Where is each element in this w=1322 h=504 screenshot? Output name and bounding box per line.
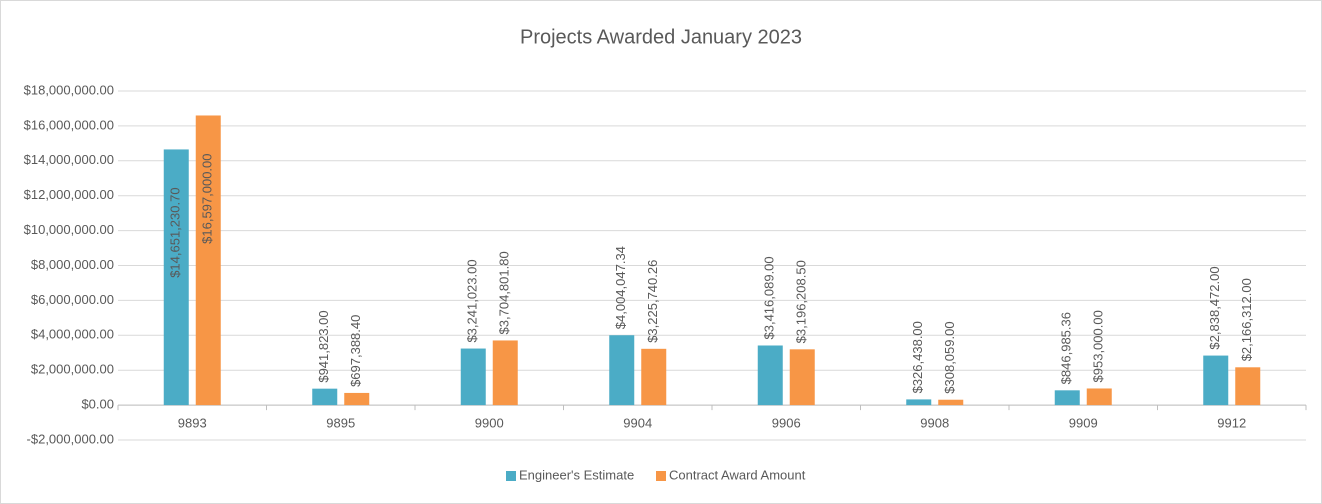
y-tick-label: $14,000,000.00 xyxy=(24,152,114,167)
data-label: $3,196,208.50 xyxy=(794,260,809,343)
bar xyxy=(1054,390,1080,406)
bar xyxy=(312,388,338,406)
x-tick-label: 9906 xyxy=(772,416,801,431)
x-tick-label: 9909 xyxy=(1069,416,1098,431)
y-tick-label: $16,000,000.00 xyxy=(24,117,114,132)
chart-title: Projects Awarded January 2023 xyxy=(520,26,802,48)
data-label: $2,166,312.00 xyxy=(1239,278,1254,361)
data-label: $697,388.40 xyxy=(348,315,363,387)
x-tick-label: 9900 xyxy=(475,416,504,431)
data-label: $3,241,023.00 xyxy=(465,259,480,342)
data-label: $16,597,000.00 xyxy=(200,153,215,243)
legend-swatch xyxy=(506,471,516,481)
data-label: $953,000.00 xyxy=(1091,310,1106,382)
data-label: $3,704,801.80 xyxy=(497,251,512,334)
data-label: $308,059.00 xyxy=(942,321,957,393)
data-label: $941,823.00 xyxy=(316,310,331,382)
bar xyxy=(1235,367,1261,406)
data-label: $326,438.00 xyxy=(910,321,925,393)
y-tick-label: $0.00 xyxy=(81,397,114,412)
legend-label: Contract Award Amount xyxy=(669,467,806,482)
bar xyxy=(757,345,783,406)
bar xyxy=(163,149,189,406)
x-tick-label: 9895 xyxy=(326,416,355,431)
y-tick-label: $12,000,000.00 xyxy=(24,187,114,202)
x-tick-label: 9912 xyxy=(1217,416,1246,431)
bar xyxy=(906,399,932,406)
legend-label: Engineer's Estimate xyxy=(519,467,634,482)
x-tick-label: 9893 xyxy=(178,416,207,431)
bar xyxy=(938,399,964,406)
x-tick-label: 9908 xyxy=(920,416,949,431)
data-label: $846,985.36 xyxy=(1059,312,1074,384)
data-label: $3,225,740.26 xyxy=(645,260,660,343)
bar xyxy=(641,348,667,406)
data-label: $2,838,472.00 xyxy=(1207,266,1222,349)
y-tick-label: $8,000,000.00 xyxy=(31,257,114,272)
y-tick-label: $4,000,000.00 xyxy=(31,327,114,342)
y-tick-label: $18,000,000.00 xyxy=(24,82,114,97)
bar xyxy=(789,349,815,406)
data-label: $3,416,089.00 xyxy=(762,256,777,339)
bar xyxy=(195,115,221,406)
bar xyxy=(1203,355,1229,406)
legend-swatch xyxy=(656,471,666,481)
data-label: $14,651,230.70 xyxy=(168,187,183,277)
y-tick-label: -$2,000,000.00 xyxy=(27,431,114,446)
bar xyxy=(460,348,486,406)
bar xyxy=(344,392,370,406)
bar xyxy=(609,335,635,406)
bar xyxy=(492,340,518,406)
bar xyxy=(1086,388,1112,406)
y-tick-label: $2,000,000.00 xyxy=(31,362,114,377)
data-label: $4,004,047.34 xyxy=(613,246,628,329)
y-tick-label: $10,000,000.00 xyxy=(24,222,114,237)
x-tick-label: 9904 xyxy=(623,416,652,431)
y-tick-label: $6,000,000.00 xyxy=(31,292,114,307)
